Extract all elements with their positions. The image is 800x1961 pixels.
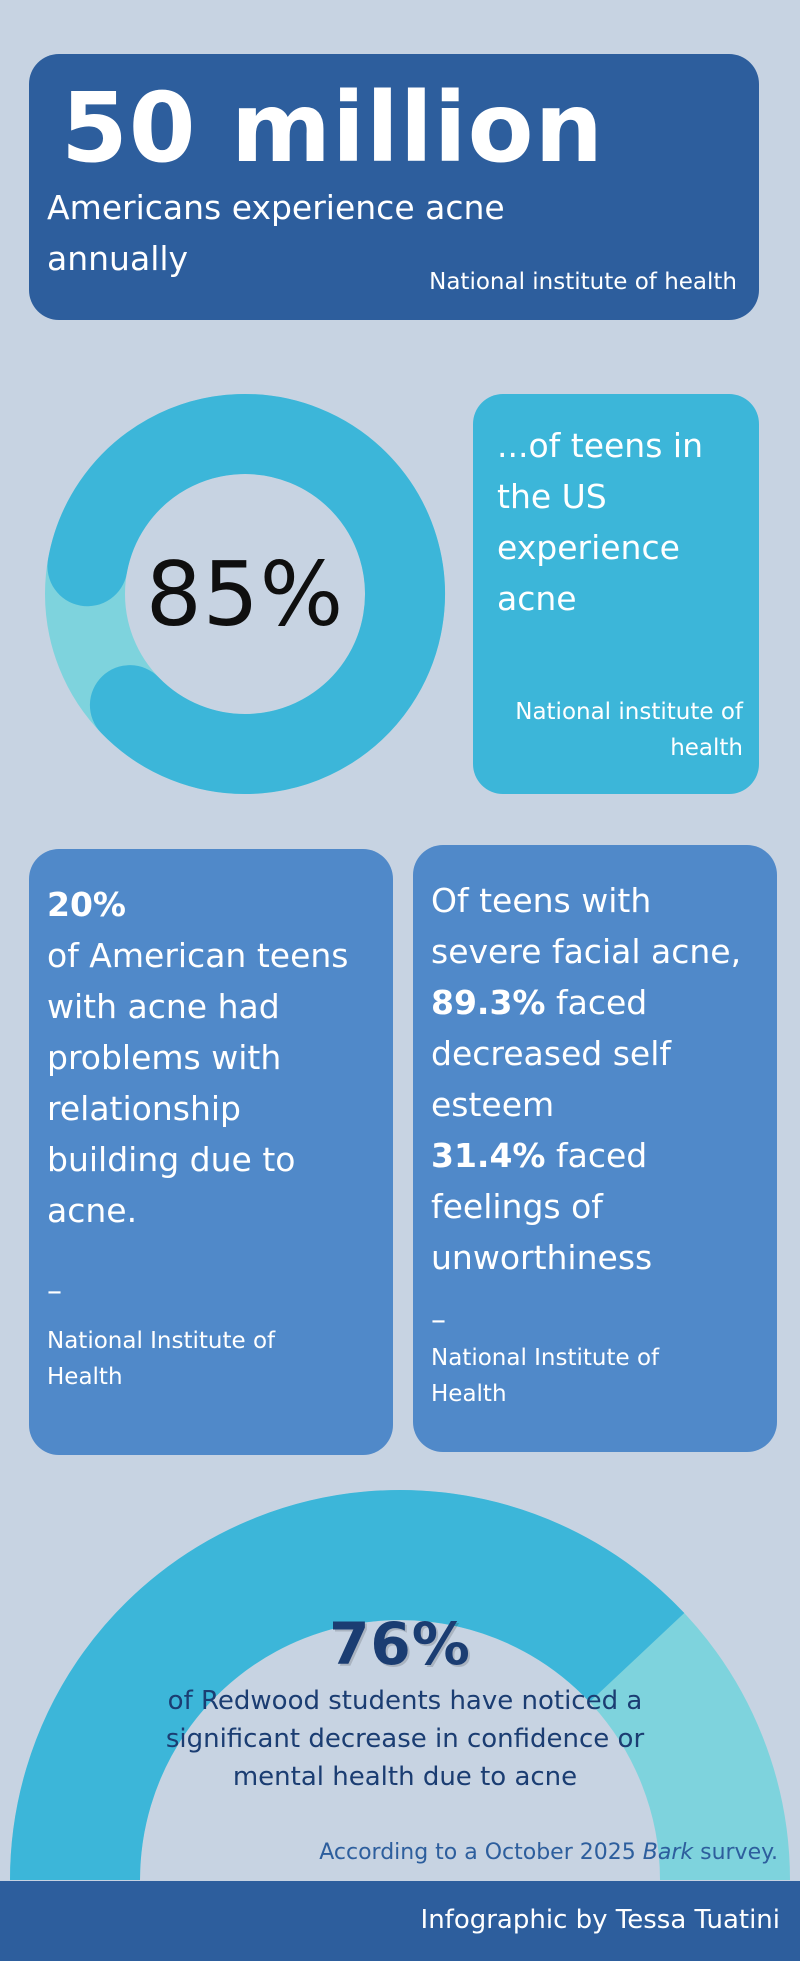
relationship-stat-text: of American teens with acne had problems… xyxy=(47,936,349,1230)
survey-note: According to a October 2025 Bark survey. xyxy=(319,1840,778,1865)
esteem-stat-body: Of teens with severe facial acne, 89.3% … xyxy=(431,875,751,1283)
esteem-stat-value-2: 31.4% xyxy=(431,1136,546,1175)
donut-svg xyxy=(45,394,445,794)
redwood-stat-value: 76% xyxy=(329,1610,471,1678)
survey-note-prefix: According to a October 2025 xyxy=(319,1840,636,1865)
redwood-gauge-chart xyxy=(10,1490,790,1880)
gauge-fill-arc xyxy=(10,1490,685,1880)
teens-stat-card: ...of teens in the US experience acne Na… xyxy=(473,394,759,794)
teens-donut-chart: 85% xyxy=(44,393,446,795)
headline-stat-card: 50 million Americans experience acne ann… xyxy=(29,54,759,320)
teens-stat-source: National institute of health xyxy=(515,699,743,761)
survey-note-suffix: survey. xyxy=(700,1840,778,1865)
donut-fill-arc xyxy=(47,394,445,794)
esteem-dash: – xyxy=(431,1303,446,1338)
esteem-stat-value-1: 89.3% xyxy=(431,983,546,1022)
headline-stat-value: 50 million xyxy=(61,72,604,184)
footer-credit: Infographic by Tessa Tuatini xyxy=(420,1905,780,1935)
relationship-stat-value: 20% xyxy=(47,885,126,924)
relationship-stat-body: 20% of American teens with acne had prob… xyxy=(47,879,377,1236)
redwood-stat-caption: of Redwood students have noticed a signi… xyxy=(165,1686,645,1792)
relationship-stat-card: 20% of American teens with acne had prob… xyxy=(29,849,393,1455)
esteem-stat-card: Of teens with severe facial acne, 89.3% … xyxy=(413,845,777,1452)
survey-note-italic: Bark xyxy=(642,1840,694,1865)
teens-stat-text: ...of teens in the US experience acne xyxy=(497,426,703,618)
relationship-stat-source: National Institute of Health xyxy=(47,1328,276,1390)
teens-stat-value: 85% xyxy=(145,542,345,646)
headline-stat-source: National institute of health xyxy=(429,269,737,295)
headline-stat-caption: Americans experience acne annually xyxy=(47,188,505,278)
esteem-stat-intro: Of teens with severe facial acne, xyxy=(431,881,742,971)
relationship-dash: – xyxy=(47,1274,62,1309)
esteem-stat-text-1: faced decreased self esteem xyxy=(431,983,671,1124)
esteem-stat-source: National Institute of Health xyxy=(431,1345,660,1407)
footer-bar: Infographic by Tessa Tuatini xyxy=(0,1881,800,1961)
esteem-stat-text-2: faced feelings of unworthiness xyxy=(431,1136,653,1277)
